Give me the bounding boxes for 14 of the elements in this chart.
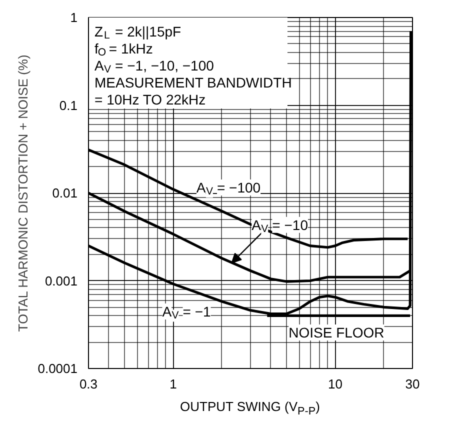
y-tick-label: 0.0001 [38, 361, 78, 376]
y-axis-title: TOTAL HARMONIC DISTORTION + NOISE (%) [16, 54, 31, 332]
y-tick-label: 0.1 [59, 98, 78, 113]
x-tick-label: 30 [405, 376, 420, 392]
x-axis-title: OUTPUT SWING (V$_{P-P}$) [179, 399, 321, 420]
y-tick-label: 1 [70, 10, 78, 25]
y-tick-label: 0.001 [44, 273, 78, 288]
x-tick-label: 1 [170, 376, 177, 392]
annotation: = 10Hz TO 22kHz [94, 92, 206, 108]
annotation: NOISE FLOOR [288, 324, 384, 340]
x-tick-label: 10 [328, 376, 342, 392]
annotation: MEASUREMENT BANDWIDTH [94, 74, 292, 90]
x-tick-label: 0.3 [79, 376, 98, 392]
y-tick-label: 0.01 [52, 186, 78, 200]
